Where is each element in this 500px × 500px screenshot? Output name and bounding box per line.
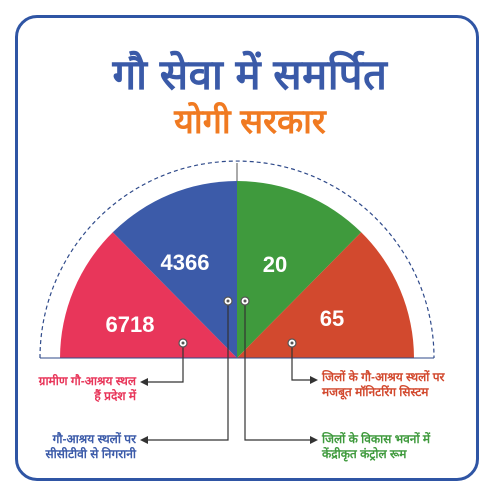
segment-green [237,181,362,358]
dashed-outer-arc [39,160,435,359]
connector-orange [291,343,313,381]
connector-red [142,343,184,383]
value-red: 6718 [105,312,155,337]
page-title: गौ सेवा में समर्पित [112,51,388,98]
segment-orange [237,232,414,358]
value-green: 20 [262,252,288,277]
page-subtitle: योगी सरकार [174,103,326,141]
value-orange: 65 [319,306,345,331]
caption-blue: गौ-आश्रय स्थलों पर सीसीटीवी से निगरानी [45,432,136,461]
connector-blue [142,301,229,441]
segment-red [60,232,237,358]
border-frame [15,15,479,481]
caption-green: जिलों के विकास भवनों में केंद्रीकृत कंट्… [322,432,431,461]
arrow-blue [140,436,148,444]
caption-red: ग्रामीण गौ-आश्रय स्थल हैं प्रदेश में [38,374,136,403]
segment-blue [112,181,237,358]
connector-green [244,301,315,441]
arrow-red [140,378,148,386]
arrow-green [310,436,318,444]
arrow-orange [310,376,318,384]
caption-orange: जिलों के गौ-आश्रय स्थलों पर मजबूत मॉनिटर… [322,370,445,399]
value-blue: 4366 [160,250,210,275]
